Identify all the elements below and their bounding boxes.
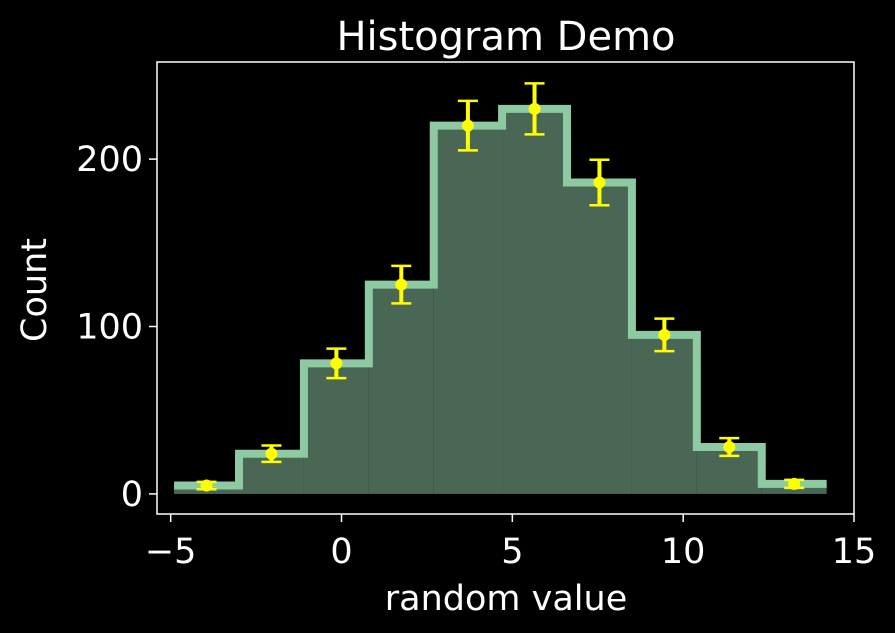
y-tick-label: 0	[121, 475, 143, 515]
x-axis-label: random value	[385, 579, 627, 619]
data-point	[788, 477, 801, 490]
x-tick-label: 0	[330, 532, 352, 572]
histogram-bar	[303, 363, 369, 494]
data-point	[200, 479, 213, 492]
histogram-bar	[567, 182, 632, 494]
histogram-bar	[368, 284, 434, 494]
data-point	[593, 176, 606, 189]
chart-title: Histogram Demo	[336, 14, 675, 60]
x-tick-label: 10	[661, 532, 706, 572]
y-tick-label: 200	[76, 140, 143, 180]
histogram-bar	[433, 125, 503, 494]
y-axis-label: Count	[15, 238, 55, 342]
data-point	[658, 328, 671, 341]
data-point	[330, 357, 343, 370]
histogram-bar	[502, 108, 567, 494]
data-point	[723, 441, 736, 454]
data-point	[395, 278, 408, 291]
histogram-step-line	[174, 104, 827, 490]
x-tick-label: 5	[501, 532, 523, 572]
axes-frame	[156, 61, 855, 515]
data-point	[461, 119, 474, 132]
y-tick-label: 100	[76, 308, 143, 348]
x-tick-label: 15	[832, 532, 877, 572]
data-point	[528, 102, 541, 115]
data-point	[265, 447, 278, 460]
plot-area	[174, 82, 827, 494]
x-tick-label: −5	[145, 532, 197, 572]
histogram-bar	[631, 334, 697, 494]
